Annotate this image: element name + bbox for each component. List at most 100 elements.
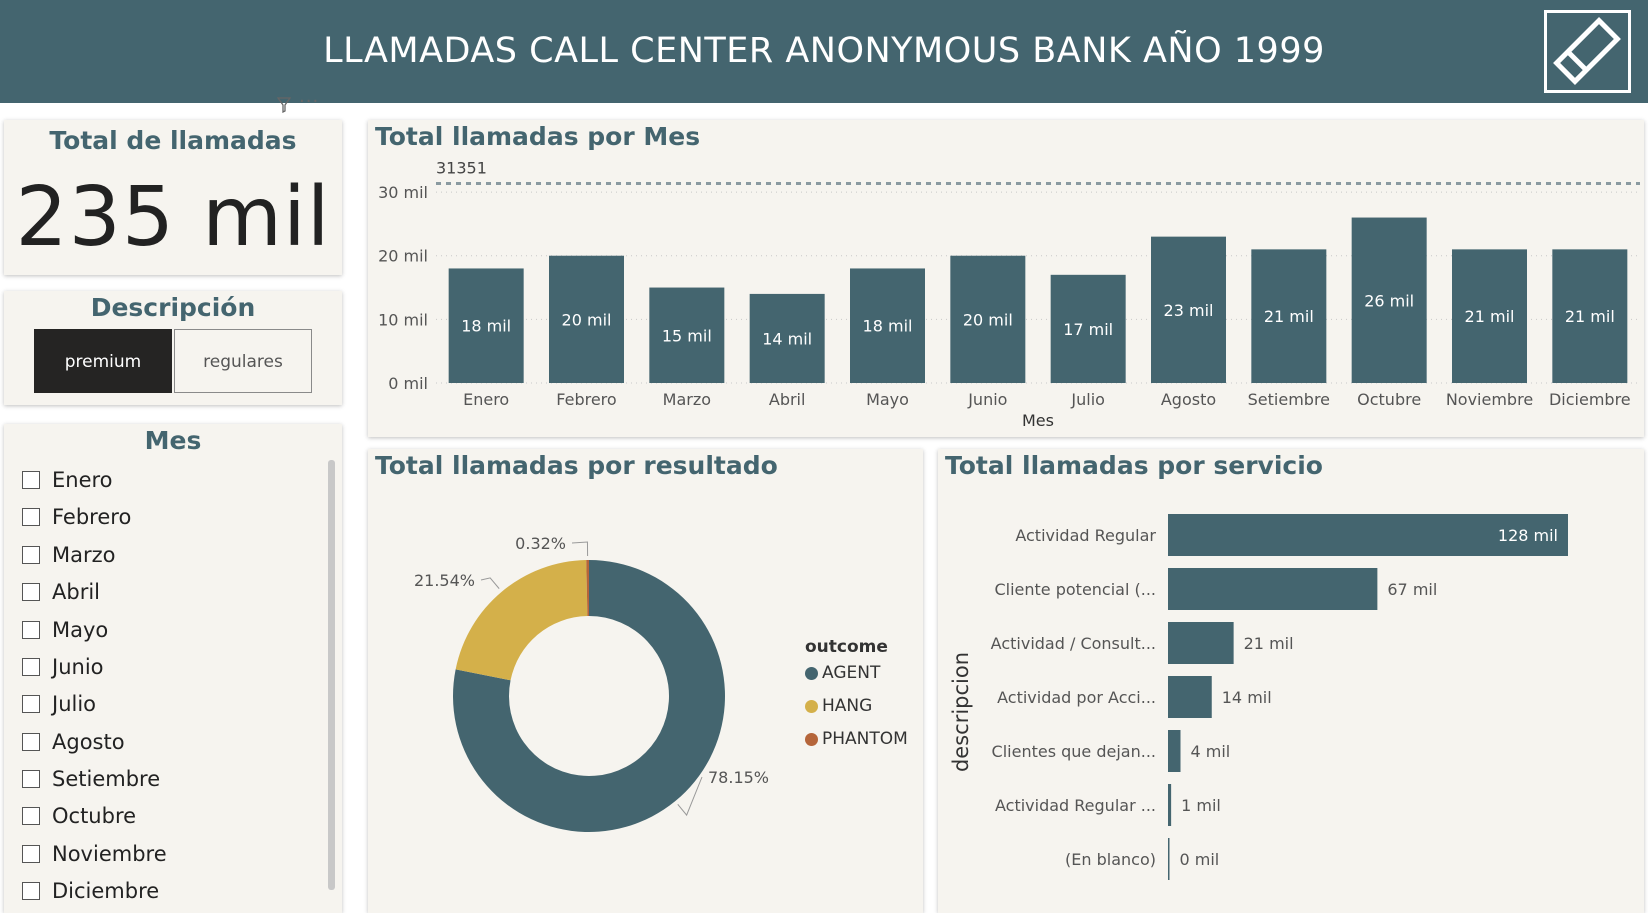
kpi-value: 235 mil [15,170,331,265]
monthly-chart-title: Total llamadas por Mes [375,122,701,151]
bar [448,268,524,383]
bar [1351,217,1427,383]
month-item-junio[interactable]: Junio [22,652,104,682]
y-tick-label: Actividad Regular [1015,526,1156,545]
legend-label: AGENT [822,663,881,683]
month-item-agosto[interactable]: Agosto [22,727,125,757]
checkbox[interactable] [22,807,40,825]
bar [1168,676,1212,718]
bar [1168,514,1568,556]
bar-data-label: 14 mil [1222,688,1272,707]
legend-item-phantom[interactable]: PHANTOM [805,729,908,749]
bar [1168,622,1234,664]
month-item-mayo[interactable]: Mayo [22,615,108,645]
bar-data-label: 23 mil [1164,301,1214,320]
bar-data-label: 21 mil [1465,307,1515,326]
checkbox[interactable] [22,583,40,601]
month-item-diciembre[interactable]: Diciembre [22,876,159,906]
bar [549,255,624,383]
service-bar-chart: Actividad Regular 128 mil Cliente potencia… [991,514,1568,880]
bar [1552,249,1628,383]
checkbox[interactable] [22,882,40,900]
month-item-julio[interactable]: Julio [22,689,96,719]
bar [950,255,1026,383]
bar [1168,784,1172,826]
checkbox[interactable] [22,845,40,863]
bar-data-label: 15 mil [662,326,712,345]
y-tick-label: Actividad por Acci... [997,688,1156,707]
legend-dot-hang [805,699,818,713]
reference-line-label: 31351 [436,158,487,177]
bar-data-label: 0 mil [1180,850,1220,869]
slice-data-label: 78.15% [708,768,769,787]
filter-icon[interactable] [276,97,292,117]
bar-data-label: 14 mil [762,329,812,348]
month-label: Agosto [52,730,125,754]
legend-dot-phantom [805,732,818,746]
month-item-abril[interactable]: Abril [22,577,100,607]
header-bar: LLAMADAS CALL CENTER ANONYMOUS BANK AÑO … [0,0,1648,103]
checkbox[interactable] [22,733,40,751]
mes-scrollbar[interactable] [328,460,335,890]
checkbox[interactable] [22,546,40,564]
month-label: Diciembre [52,879,160,903]
bar-data-label: 26 mil [1364,291,1414,310]
x-tick-label: Octubre [1357,390,1421,409]
month-label: Enero [52,468,113,492]
slice-data-label: 21.54% [414,571,475,590]
leader-line [571,541,589,557]
month-label: Octubre [52,804,137,828]
bar-data-label: 21 mil [1264,307,1314,326]
bar-data-label: 20 mil [562,310,612,329]
x-tick-label: Febrero [556,390,616,409]
bar [1168,730,1181,772]
y-tick-label: Actividad / Consult... [991,634,1156,653]
descripcion-option-premium[interactable]: premium [34,329,172,393]
month-item-febrero[interactable]: Febrero [22,502,131,532]
bar-data-label: 4 mil [1191,742,1231,761]
y-tick-label: 30 mil [378,183,428,202]
descripcion-title: Descripción [90,293,256,322]
month-label: Abril [52,580,100,604]
kpi-title: Total de llamadas [49,126,297,155]
x-tick-label: Noviembre [1446,390,1533,409]
legend-item-agent[interactable]: AGENT [805,663,880,683]
x-tick-label: Abril [769,390,806,409]
bar-data-label: 128 mil [1498,526,1558,545]
bar [1151,236,1226,383]
y-tick-label: 0 mil [388,374,428,393]
legend-item-hang[interactable]: HANG [805,696,872,716]
checkbox[interactable] [22,621,40,639]
checkbox[interactable] [22,695,40,713]
bar [1168,838,1170,880]
more-options-icon[interactable]: ··· [299,91,320,112]
x-tick-label: Junio [967,390,1007,409]
legend-label: HANG [822,696,873,716]
checkbox[interactable] [22,658,40,676]
outcome-chart-panel: Total llamadas por resultado 78.15% 21.54… [368,449,923,913]
bar-data-label: 21 mil [1244,634,1294,653]
x-tick-label: Julio [1070,390,1105,409]
checkbox[interactable] [22,471,40,489]
month-item-setiembre[interactable]: Setiembre [22,764,160,794]
month-item-octubre[interactable]: Octubre [22,801,136,831]
bar [749,293,825,383]
descripcion-option-regulares[interactable]: regulares [174,329,312,393]
bar-data-label: 18 mil [863,317,913,336]
bar-data-label: 17 mil [1063,320,1113,339]
kpi-card: Total de llamadas 235 mil [4,120,342,275]
month-item-noviembre[interactable]: Noviembre [22,839,167,869]
y-tick-label: Clientes que dejan... [992,742,1156,761]
donut-slice [586,560,589,617]
page-title: LLAMADAS CALL CENTER ANONYMOUS BANK AÑO … [323,31,1325,71]
month-label: Marzo [52,543,116,567]
month-item-marzo[interactable]: Marzo [22,540,116,570]
bar [649,287,725,383]
month-item-enero[interactable]: Enero [22,465,113,495]
checkbox[interactable] [22,508,40,526]
outcome-donut-chart: 78.15% 21.54% 0.32% [414,534,769,832]
leader-line [677,776,703,817]
logo [1544,10,1631,93]
y-tick-label: 10 mil [378,310,428,329]
checkbox[interactable] [22,770,40,788]
